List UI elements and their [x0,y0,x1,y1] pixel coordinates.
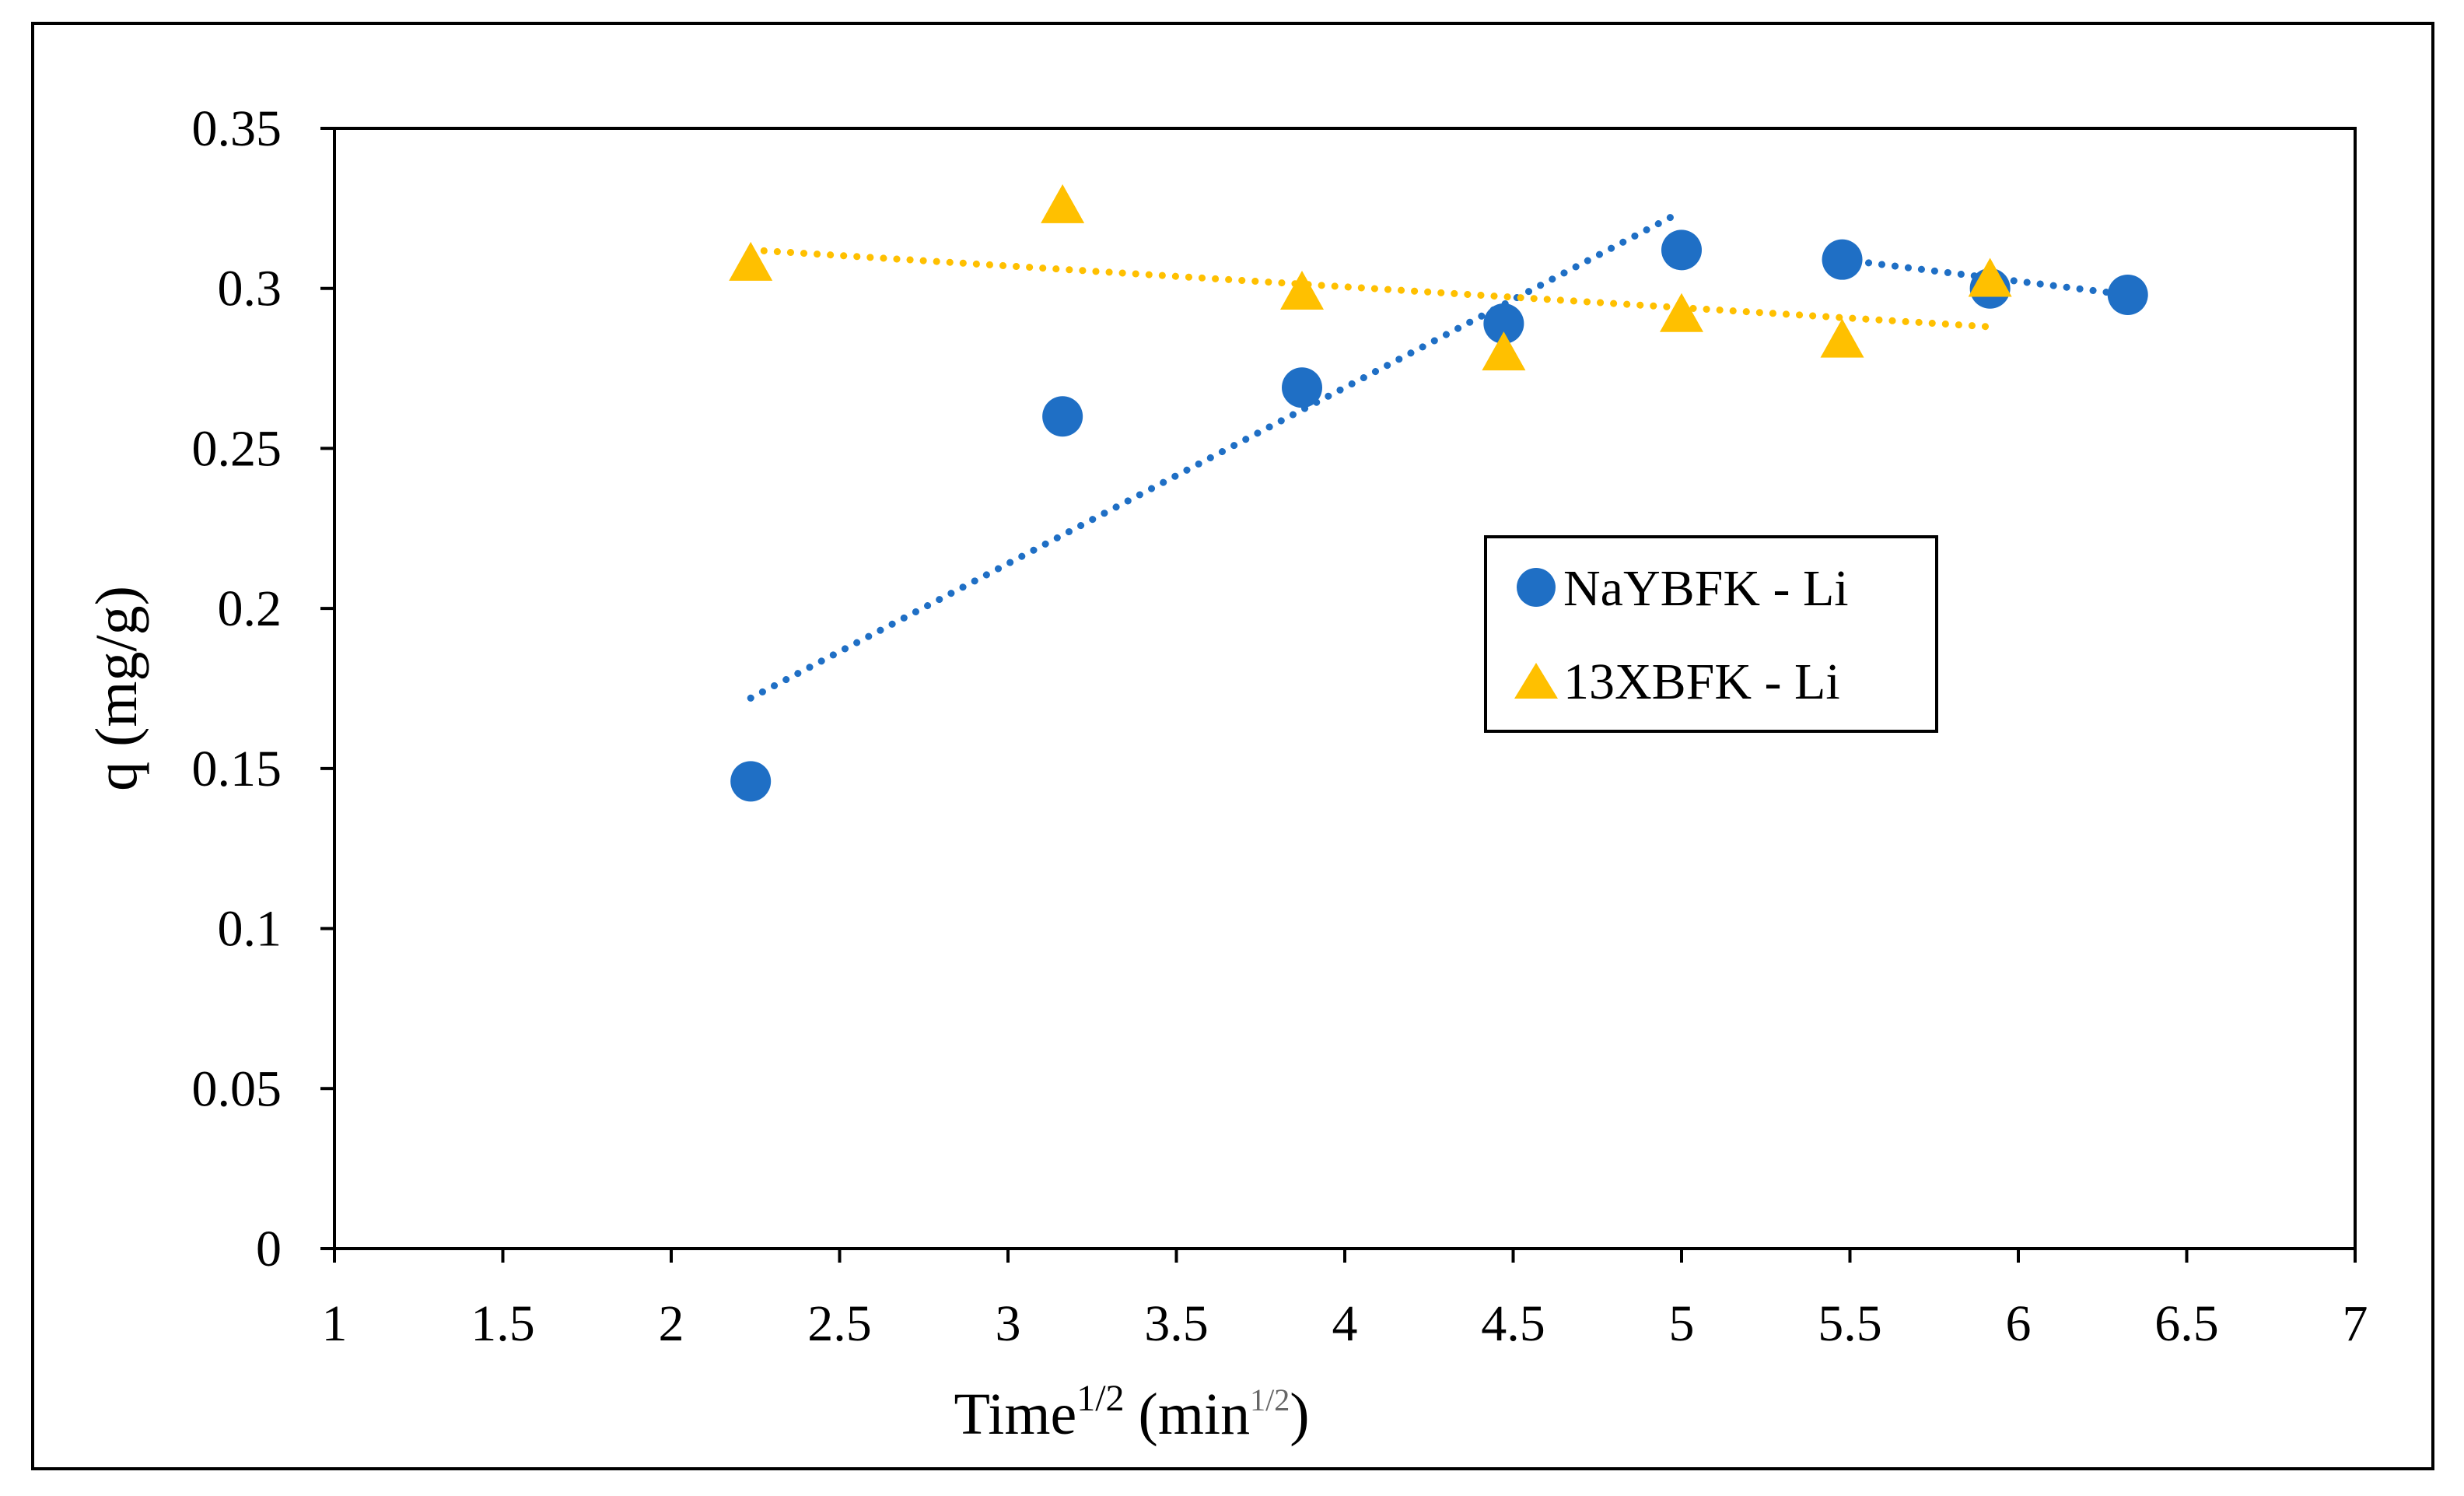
point-13xbfk-li [1482,331,1526,371]
x-tick-label: 2.5 [807,1295,872,1352]
x-tick-label: 4 [1332,1295,1358,1352]
y-tick-label: 0.2 [218,580,282,637]
x-tick-label: 1 [322,1295,348,1352]
point-13xbfk-li [1041,184,1085,223]
x-axis-ticks: 1 1.5 2 2.5 3 3.5 4 4.5 5 5.5 6 6.5 7 [322,1249,2368,1352]
point-naybfk-li [1822,239,1863,280]
point-13xbfk-li [1660,293,1703,332]
y-tick-label: 0.35 [192,100,282,157]
point-13xbfk-li [1280,270,1325,310]
point-13xbfk-li [1820,318,1864,358]
x-axis-title-sup: 1/2 [1076,1378,1124,1419]
point-naybfk-li [1282,367,1323,408]
x-tick-label: 6 [2006,1295,2032,1352]
legend-marker-naybfk-li [1517,568,1556,607]
legend: NaYBFK - Li 13XBFK - Li [1484,535,1938,733]
y-tick-label: 0.05 [192,1060,282,1117]
legend-label-naybfk-li: NaYBFK - Li [1563,560,1849,617]
x-tick-label: 5.5 [1818,1295,1882,1352]
point-13xbfk-li [729,241,773,281]
x-tick-label: 2 [659,1295,684,1352]
y-tick-label: 0.3 [218,261,282,317]
data-points [729,184,2148,802]
x-tick-label: 4.5 [1481,1295,1545,1352]
point-naybfk-li [1042,396,1083,437]
x-tick-label: 5 [1669,1295,1695,1352]
point-naybfk-li [1661,229,1702,271]
legend-box [1484,535,1938,733]
x-axis-title-main: Time [954,1382,1076,1447]
x-tick-label: 1.5 [471,1295,535,1352]
x-axis-title-unit-close: ) [1290,1382,1309,1447]
point-naybfk-li [2107,274,2148,315]
x-tick-label: 6.5 [2154,1295,2219,1352]
plot-area [333,127,2357,1250]
x-tick-label: 3 [996,1295,1021,1352]
legend-label-13xbfk-li: 13XBFK - Li [1563,653,1840,710]
trendline-series-0-0 [747,208,1685,702]
y-tick-label: 0.1 [218,901,282,958]
y-axis-title: q (mg/g) [84,586,149,791]
x-axis-title-unit-sup: 1/2 [1250,1382,1290,1417]
point-naybfk-li [730,761,772,802]
x-axis-title-unit: (min [1139,1382,1251,1447]
trendline-series-1-0 [747,246,1994,331]
y-tick-label: 0.15 [192,741,282,797]
x-tick-label: 7 [2343,1295,2368,1352]
point-naybfk-li [1483,303,1524,344]
y-tick-label: 0.25 [192,420,282,477]
x-tick-label: 3.5 [1144,1295,1209,1352]
legend-marker-13xbfk-li [1514,663,1558,699]
point-13xbfk-li [1968,258,2012,297]
x-axis-title: Time1/2 (min1/2) [954,1378,1309,1447]
y-tick-label: 0 [256,1221,282,1277]
y-axis-ticks: 0 0.05 0.1 0.15 0.2 0.25 0.3 0.35 [192,100,334,1277]
